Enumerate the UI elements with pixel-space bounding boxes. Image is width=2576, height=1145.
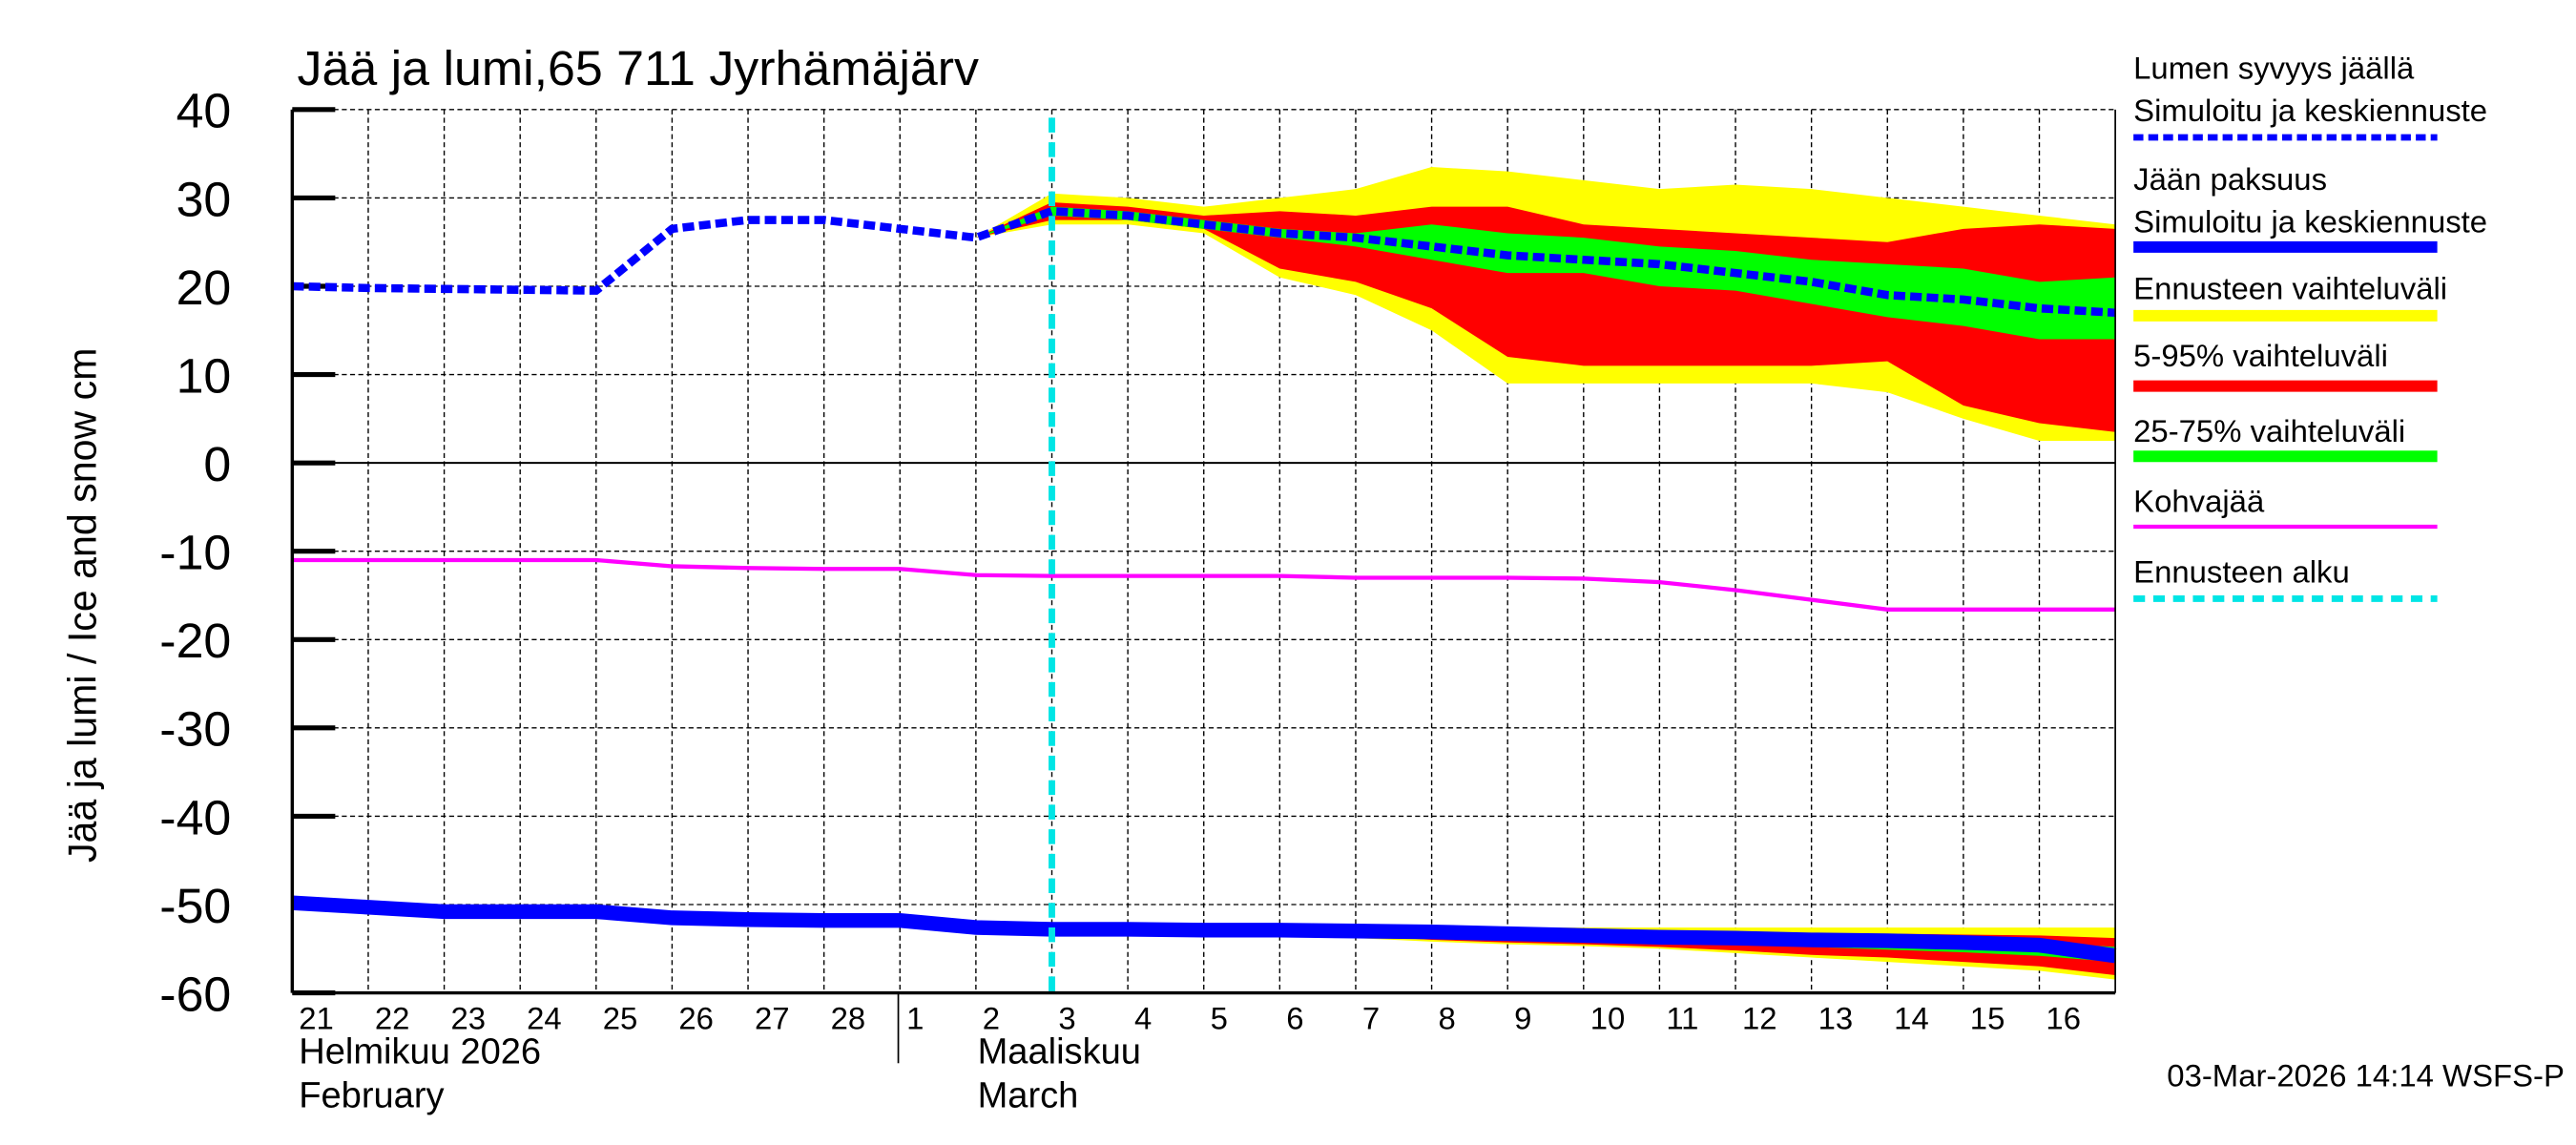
footer-timestamp: 03-Mar-2026 14:14 WSFS-P <box>2167 1057 2565 1093</box>
x-tick-label: 12 <box>1742 1000 1777 1035</box>
x-tick-label: 22 <box>375 1000 410 1035</box>
month-label-fi: Helmikuu 2026 <box>299 1031 541 1072</box>
y-tick-label: 0 <box>203 436 231 491</box>
x-tick-label: 27 <box>755 1000 790 1035</box>
chart-title: Jää ja lumi,65 711 Jyrhämäjärv <box>298 40 980 95</box>
x-tick-label: 14 <box>1894 1000 1929 1035</box>
x-tick-label: 7 <box>1362 1000 1380 1035</box>
y-tick-label: -10 <box>159 525 231 580</box>
x-tick-label: 11 <box>1666 1000 1698 1035</box>
x-tick-label: 15 <box>1970 1000 2005 1035</box>
x-tick-label: 2 <box>983 1000 1000 1035</box>
legend-label: Lumen syvyys jäällä <box>2133 50 2415 85</box>
x-tick-label: 4 <box>1134 1000 1152 1035</box>
y-tick-label: -20 <box>159 613 231 668</box>
y-tick-label: 40 <box>177 83 232 138</box>
x-tick-label: 9 <box>1514 1000 1531 1035</box>
x-tick-label: 21 <box>299 1000 334 1035</box>
x-tick-label: 10 <box>1590 1000 1626 1035</box>
x-tick-label: 8 <box>1439 1000 1456 1035</box>
y-tick-label: -50 <box>159 878 231 933</box>
y-tick-label: -60 <box>159 967 231 1022</box>
legend-label: Ennusteen alku <box>2133 553 2350 589</box>
band-snow <box>975 202 2116 432</box>
x-tick-label: 5 <box>1211 1000 1228 1035</box>
x-tick-label: 25 <box>603 1000 638 1035</box>
legend-label: Simuloitu ja keskiennuste <box>2133 204 2487 239</box>
y-tick-label: 30 <box>177 172 232 227</box>
x-tick-label: 24 <box>527 1000 562 1035</box>
legend-label: Kohvajää <box>2133 484 2265 519</box>
y-tick-label: -30 <box>159 701 231 757</box>
y-tick-label: -40 <box>159 790 231 845</box>
month-label-en: March <box>978 1076 1079 1116</box>
x-tick-label: 6 <box>1286 1000 1303 1035</box>
legend-label: 25-75% vaihteluväli <box>2133 413 2405 448</box>
legend-label: 5-95% vaihteluväli <box>2133 338 2388 373</box>
legend-label: Jään paksuus <box>2133 161 2327 197</box>
band-snow <box>975 206 2116 340</box>
legend-label: Ennusteen vaihteluväli <box>2133 271 2447 306</box>
x-tick-label: 16 <box>2046 1000 2081 1035</box>
x-tick-label: 3 <box>1058 1000 1075 1035</box>
month-label-fi: Maaliskuu <box>978 1031 1141 1072</box>
y-tick-label: 10 <box>177 348 232 404</box>
x-tick-label: 28 <box>831 1000 866 1035</box>
x-tick-label: 1 <box>906 1000 924 1035</box>
y-tick-label: 20 <box>177 260 232 315</box>
legend-label: Simuloitu ja keskiennuste <box>2133 93 2487 128</box>
month-label-en: February <box>299 1076 444 1116</box>
x-tick-label: 23 <box>451 1000 487 1035</box>
x-tick-label: 13 <box>1818 1000 1854 1035</box>
x-tick-label: 26 <box>678 1000 714 1035</box>
y-axis-label: Jää ja lumi / Ice and snow cm <box>60 348 104 863</box>
